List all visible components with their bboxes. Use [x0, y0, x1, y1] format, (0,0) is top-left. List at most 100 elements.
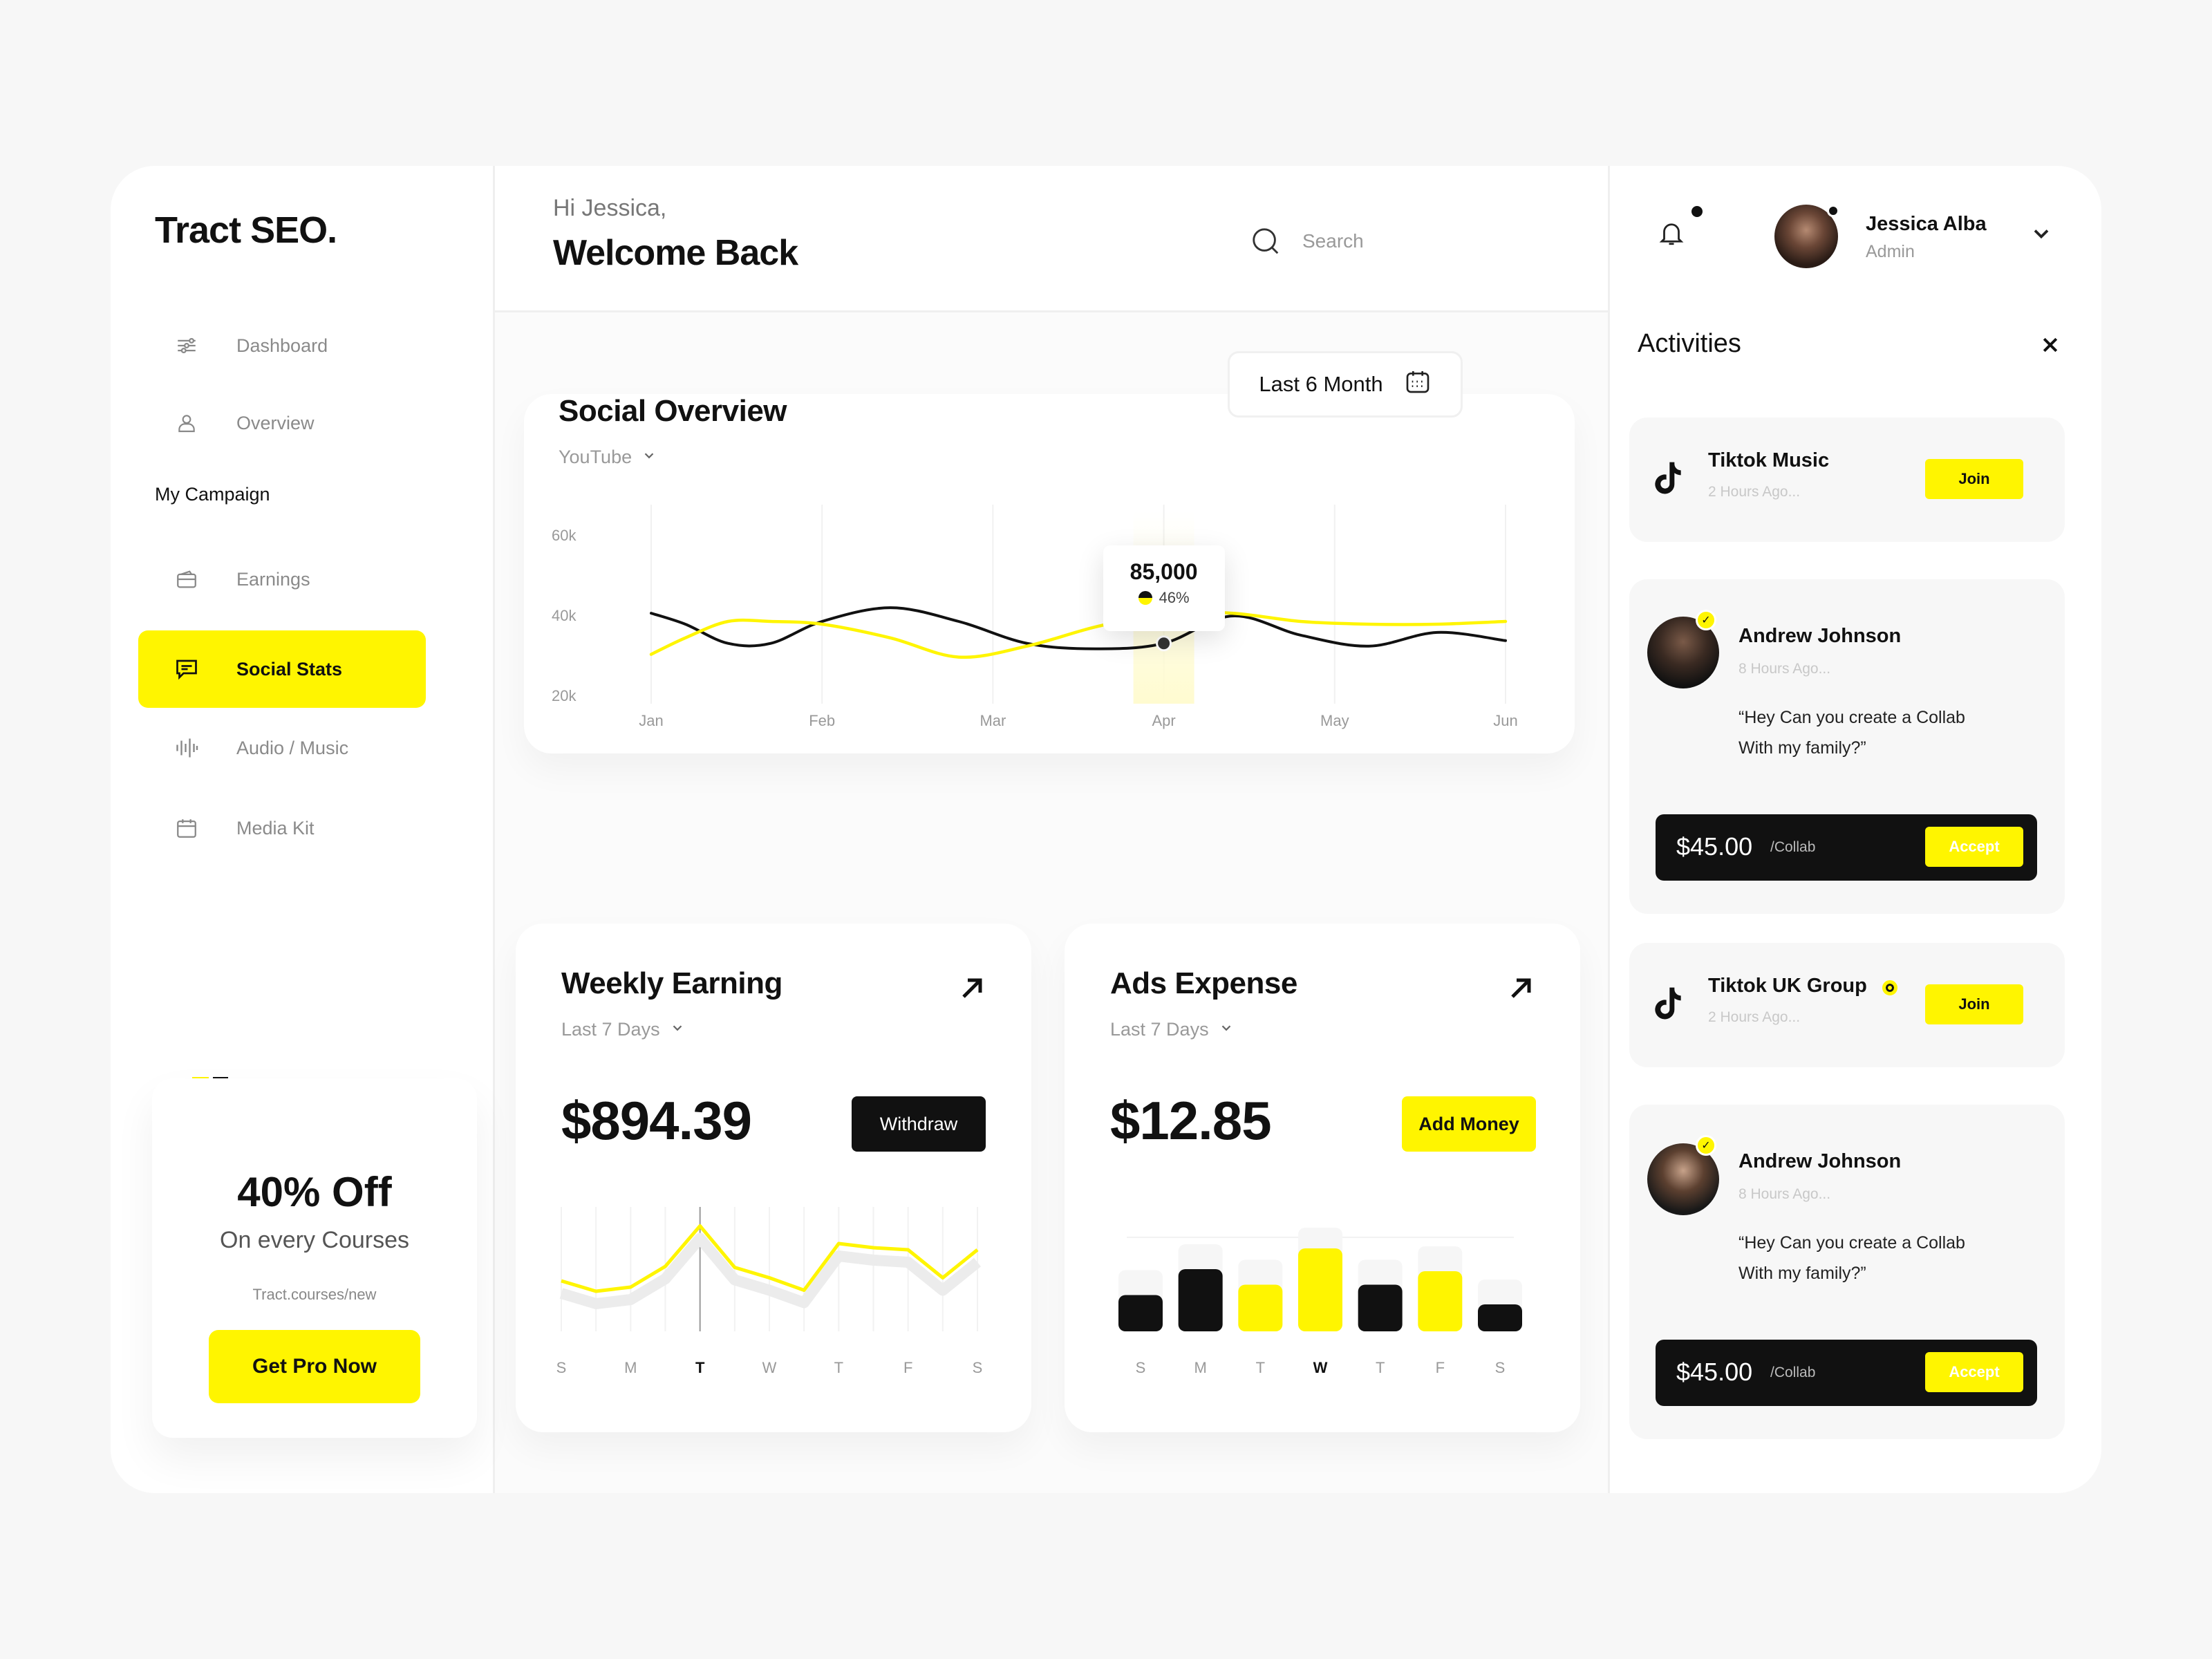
sidebar-item-label: Media Kit — [236, 817, 315, 838]
x-tick-label: May — [1320, 712, 1349, 729]
x-tick-label: Mar — [980, 712, 1006, 729]
x-tick-label: Feb — [809, 712, 835, 729]
avatar[interactable] — [1774, 205, 1838, 268]
platform-dropdown[interactable]: YouTube — [559, 447, 657, 468]
day-label: M — [1194, 1359, 1207, 1376]
activity-time: 8 Hours Ago... — [1738, 1186, 1831, 1202]
price-value: $45.00 — [1676, 832, 1753, 861]
sidebar-item-audio-music[interactable]: Audio / Music — [138, 709, 426, 787]
weekly-earning-amount: $894.39 — [561, 1090, 752, 1151]
price-unit: /Collab — [1770, 1365, 1816, 1380]
join-button[interactable]: Join — [1925, 984, 2023, 1024]
y-tick-label: 60k — [552, 527, 577, 544]
bar — [1178, 1269, 1223, 1331]
chat-icon — [174, 657, 199, 682]
join-button[interactable]: Join — [1925, 459, 2023, 499]
bar — [1118, 1295, 1163, 1331]
calendar-icon — [174, 816, 199, 841]
period-dropdown[interactable]: Last 7 Days — [561, 1019, 685, 1040]
promo-title: 40% Off — [237, 1169, 392, 1215]
user-role: Admin — [1866, 242, 1915, 261]
sidebar-item-media-kit[interactable]: Media Kit — [138, 789, 426, 867]
expand-arrow-icon[interactable] — [955, 972, 988, 1009]
search-input[interactable]: Search — [1302, 230, 1364, 252]
right-panel: Jessica Alba Admin Activities Tiktok Mus… — [1608, 166, 2101, 1493]
day-label: S — [1495, 1359, 1506, 1376]
withdraw-button[interactable]: Withdraw — [852, 1096, 986, 1152]
day-label: T — [834, 1359, 843, 1376]
series-line — [649, 610, 1508, 659]
card-title: Ads Expense — [1110, 966, 1297, 1000]
day-label: T — [1376, 1359, 1385, 1376]
day-label: F — [903, 1359, 912, 1376]
day-label: S — [1136, 1359, 1146, 1376]
bar — [1418, 1271, 1463, 1331]
sidebar-item-label: Social Stats — [236, 658, 343, 679]
search-bar[interactable]: Search — [1250, 225, 1364, 257]
calendar-icon — [1404, 368, 1432, 401]
quote-line: With my family?” — [1738, 1264, 1866, 1283]
price-bar: $45.00 /Collab Accept — [1656, 1340, 2037, 1406]
bar — [1298, 1248, 1342, 1331]
weekly-earning-card: Weekly Earning Last 7 Days $894.39 Withd… — [516, 924, 1031, 1432]
social-overview-card: Social Overview YouTube Last 6 Month 60k… — [524, 351, 1643, 753]
user-name: Jessica Alba — [1866, 213, 1987, 235]
activity-time: 2 Hours Ago... — [1708, 484, 1801, 500]
sidebar-item-label: Earnings — [236, 568, 310, 590]
section-label-my-campaign: My Campaign — [155, 484, 270, 505]
period-dropdown[interactable]: Last 7 Days — [1110, 1019, 1234, 1040]
tooltip-value: 85,000 — [1130, 559, 1198, 584]
day-label: S — [556, 1359, 567, 1376]
expand-arrow-icon[interactable] — [1504, 972, 1537, 1009]
activity-name: Andrew Johnson — [1738, 1150, 1902, 1172]
sidebar-item-social-stats[interactable]: Social Stats — [138, 630, 426, 708]
highlight-point[interactable] — [1156, 635, 1172, 652]
bar — [1478, 1304, 1522, 1331]
period-label: Last 7 Days — [1110, 1019, 1209, 1040]
ads-expense-card: Ads Expense Last 7 Days $12.85 Add Money… — [1065, 924, 1580, 1432]
card-title: Social Overview — [559, 394, 787, 428]
price-value: $45.00 — [1676, 1358, 1753, 1386]
half-circle-icon — [1138, 590, 1152, 605]
sidebar-item-earnings[interactable]: Earnings — [138, 541, 426, 618]
tooltip-percent-row: 46% — [1103, 589, 1225, 607]
main-header: Hi Jessica, Welcome Back Search — [495, 166, 1608, 312]
greeting: Hi Jessica, — [553, 195, 667, 221]
sidebar-item-overview[interactable]: Overview — [138, 384, 426, 462]
page-title: Welcome Back — [553, 233, 798, 273]
card-title: Weekly Earning — [561, 966, 782, 1000]
verified-check-icon: ✓ — [1696, 610, 1716, 630]
series-line — [561, 1224, 979, 1293]
promo-link[interactable]: Tract.courses/new — [252, 1286, 377, 1303]
x-tick-label: Apr — [1152, 712, 1175, 729]
activity-card-collab-request: ✓ Andrew Johnson 8 Hours Ago... “Hey Can… — [1629, 579, 2065, 914]
activity-card-tiktok-music: Tiktok Music 2 Hours Ago... Join — [1629, 418, 2065, 542]
chevron-down-icon[interactable] — [2029, 221, 2054, 250]
chevron-down-icon — [641, 447, 657, 468]
activity-name: Tiktok Music — [1708, 449, 1830, 471]
y-tick-label: 40k — [552, 607, 577, 624]
add-money-button[interactable]: Add Money — [1402, 1096, 1536, 1152]
sidebar-item-dashboard[interactable]: Dashboard — [138, 307, 426, 384]
sidebar-item-label: Overview — [236, 412, 315, 433]
tiktok-icon — [1649, 456, 1687, 504]
close-icon[interactable] — [2040, 335, 2061, 359]
search-icon[interactable] — [1250, 225, 1282, 257]
period-selector[interactable]: Last 6 Month — [1228, 351, 1463, 418]
accept-button[interactable]: Accept — [1925, 827, 2023, 867]
activity-name: Tiktok UK Group — [1708, 975, 1867, 997]
y-tick-label: 20k — [552, 687, 577, 704]
chevron-down-icon — [1219, 1019, 1234, 1040]
x-tick-label: Jan — [639, 712, 663, 729]
tooltip-percent: 46% — [1159, 588, 1190, 606]
accept-button[interactable]: Accept — [1925, 1352, 2023, 1392]
verified-check-icon: ✓ — [1696, 1135, 1716, 1156]
chart-tooltip: 85,000 46% — [1103, 545, 1225, 631]
user-icon — [174, 411, 199, 435]
activity-card-tiktok-uk-group: Tiktok UK Group 2 Hours Ago... Join — [1629, 943, 2065, 1067]
activity-quote: “Hey Can you create a Collab With my fam… — [1738, 702, 1965, 763]
day-label: W — [762, 1359, 777, 1376]
price-unit: /Collab — [1770, 839, 1816, 855]
bell-icon[interactable] — [1657, 217, 1686, 252]
get-pro-button[interactable]: Get Pro Now — [209, 1330, 420, 1403]
